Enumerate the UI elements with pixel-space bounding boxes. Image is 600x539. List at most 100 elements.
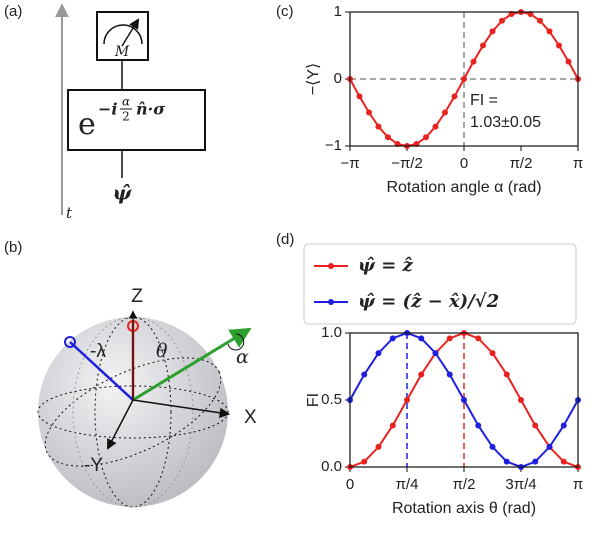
x-tick-label: π/4 [396,476,419,493]
marker [546,443,553,450]
gate-frac-den: 2 [122,110,130,124]
marker [418,371,425,378]
y-tick-label: 0 [334,70,342,87]
circuit: t M e −i α 2 n̂·σ ψ̂ [55,3,206,222]
marker [361,458,368,465]
y-tick-label: 1 [334,3,342,20]
marker [375,123,382,130]
y-axis-label: −⟨Y⟩ [305,63,322,96]
x-tick-label: −π/2 [391,155,423,172]
marker [356,93,363,100]
marker [432,350,439,357]
x-axis [132,399,231,418]
blue-vector [69,341,134,401]
marker [532,458,539,465]
meter-dial [103,24,143,45]
panel-label: (a) [4,3,22,20]
legend-label: ψ̂ = ẑ [358,255,414,276]
y-tick-label: 0.5 [321,391,342,408]
marker [489,28,496,35]
z-label: Z [131,286,143,307]
y-axis-label: FI [305,393,322,407]
x-axis-label: Rotation angle α (rad) [386,179,541,196]
x-tick-label: 0 [346,476,354,493]
legend-label: ψ̂ = (ẑ − x̂)/√2 [358,291,499,312]
marker [475,335,482,342]
marker [560,422,567,429]
meridian [94,316,172,508]
meridian [72,316,194,508]
x-tick-label: π/2 [453,476,476,493]
meter-label: M [114,44,130,60]
marker [389,335,396,342]
marker [556,42,562,49]
y-tick-label: −1 [325,137,342,154]
marker [446,335,453,342]
marker [375,350,382,357]
theta-label: θ [156,340,168,362]
panel-label: (c) [276,3,294,20]
x-axis-label: Rotation axis θ (rad) [392,500,536,517]
marker [432,123,439,130]
marker [361,371,368,378]
panel-label: (d) [276,231,294,248]
marker [489,350,496,357]
y-tick-label: 0.0 [321,458,342,475]
x-tick-label: 0 [460,155,468,172]
marker [423,134,429,141]
marker [489,443,496,450]
rotation-arrow [227,333,245,351]
y-tick-label: 1.0 [321,324,342,341]
marker [442,109,448,116]
marker [518,397,524,403]
sphere [38,317,228,507]
marker [366,109,372,116]
marker [461,397,467,403]
rotation-axis [132,327,252,402]
marker [475,422,482,429]
marker [375,443,382,450]
y-axis [107,399,134,450]
annotation: 1.03±0.05 [470,114,541,131]
blue-point [64,336,76,348]
time-label: t [66,204,73,222]
marker [418,335,425,342]
marker [404,397,410,403]
input-state: ψ̂ [113,181,133,205]
meter-needle [121,18,140,47]
gate-box [67,89,206,151]
legend-marker [328,263,334,269]
x-tick-label: −π [340,155,359,172]
x-label: X [244,407,257,428]
x-tick-label: π [573,155,583,172]
marker [451,93,458,100]
alpha-label: α [236,346,249,368]
legend-marker [328,299,334,305]
marker [470,58,477,65]
y-label: -Y [84,455,103,476]
panel-label: (b) [4,239,22,256]
marker [503,458,510,465]
marker [565,58,572,65]
marker [532,422,539,429]
lambda-label: -λ [90,341,106,362]
gate-exp: −i [98,100,117,119]
marker [537,17,543,24]
marker [389,422,396,429]
great-circle [44,357,222,467]
plot-frame [349,332,579,468]
annotation: FI = [470,92,498,109]
gate-frac-num: α [122,95,130,109]
legend-box [303,243,577,325]
marker [560,458,567,465]
marker [546,28,553,35]
marker [385,134,391,141]
marker [499,17,505,24]
x-tick-label: π/2 [510,155,533,172]
plot-frame [349,11,579,147]
marker [480,42,486,49]
gate-base: e [78,107,96,142]
x-tick-label: π [573,476,583,493]
marker [503,371,510,378]
